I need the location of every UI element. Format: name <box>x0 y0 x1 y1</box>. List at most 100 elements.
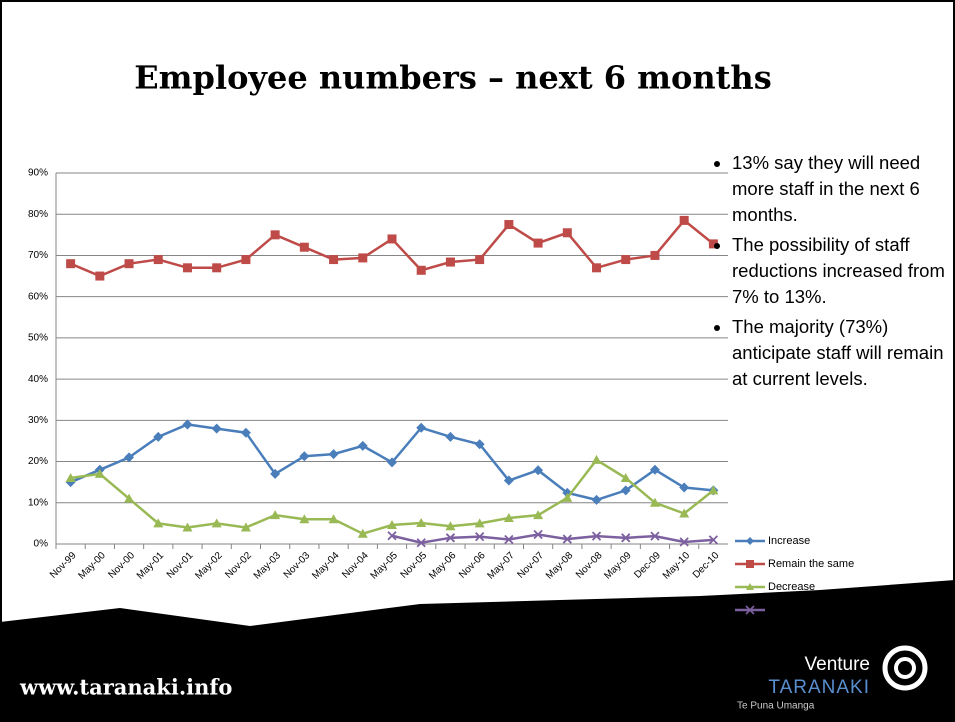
footer-url: www.taranaki.info <box>19 675 232 700</box>
legend-marker <box>745 605 755 615</box>
point <box>328 449 339 460</box>
point <box>270 468 281 479</box>
point <box>357 440 368 451</box>
point <box>445 521 456 531</box>
point <box>621 255 631 265</box>
point <box>708 485 719 495</box>
point <box>240 522 251 532</box>
legend-marker <box>746 583 754 590</box>
bullet: The possibility of staff reductions incr… <box>732 232 955 310</box>
point <box>299 242 309 252</box>
point <box>533 529 543 540</box>
point <box>649 464 660 475</box>
point <box>124 493 135 503</box>
x-tick-label: Nov-04 <box>340 550 371 581</box>
point <box>124 259 134 269</box>
point <box>503 513 514 523</box>
x-tick-label: May-03 <box>252 550 284 582</box>
point <box>65 473 76 483</box>
point <box>124 452 135 463</box>
point <box>153 431 164 442</box>
point <box>358 253 368 263</box>
point <box>240 427 251 438</box>
x-tick-label: Nov-08 <box>574 550 605 581</box>
point <box>182 263 192 273</box>
x-tick-label: May-07 <box>485 550 517 582</box>
point <box>679 482 690 493</box>
point <box>182 522 193 532</box>
legend-label: Remain the same <box>768 558 854 570</box>
point <box>679 537 689 547</box>
point <box>591 454 602 464</box>
point <box>182 419 193 430</box>
point <box>708 535 719 545</box>
y-tick-label: 50% <box>28 333 48 344</box>
point <box>650 531 660 541</box>
x-tick-label: Nov-01 <box>165 550 196 581</box>
point <box>475 255 485 265</box>
point <box>474 518 485 528</box>
point <box>211 518 222 528</box>
point <box>504 220 514 230</box>
point <box>329 255 339 265</box>
point <box>153 518 164 528</box>
point <box>211 423 222 434</box>
slide-title: Employee numbers – next 6 months <box>134 59 771 97</box>
point <box>503 475 514 486</box>
point <box>153 255 163 265</box>
bullet: 13% say they will need more staff in the… <box>732 150 955 228</box>
legend-marker <box>746 537 754 545</box>
point <box>387 520 397 530</box>
legend-label: Don't know <box>768 604 822 616</box>
point <box>95 271 105 281</box>
x-tick-label: Nov-03 <box>282 550 313 581</box>
point <box>562 534 572 544</box>
logo-mark <box>882 645 928 691</box>
point <box>241 255 251 265</box>
point <box>445 257 455 267</box>
point <box>679 215 689 225</box>
x-tick-label: May-08 <box>544 550 576 582</box>
x-tick-label: May-05 <box>369 550 401 582</box>
legend-label: Decrease <box>768 581 815 593</box>
y-tick-label: 70% <box>28 250 48 261</box>
point <box>533 238 543 248</box>
point <box>416 422 427 433</box>
point <box>533 510 544 520</box>
x-tick-label: Nov-00 <box>106 550 137 581</box>
y-tick-label: 60% <box>28 291 48 302</box>
y-tick-label: 20% <box>28 456 48 467</box>
point <box>708 239 718 249</box>
point <box>533 465 544 476</box>
footer-band <box>0 580 955 722</box>
point <box>387 531 397 541</box>
legend-marker <box>746 560 754 568</box>
point <box>357 528 368 538</box>
x-tick-label: Nov-06 <box>457 550 488 581</box>
x-tick-label: May-02 <box>193 550 225 582</box>
point <box>679 508 690 518</box>
point <box>650 250 660 260</box>
x-tick-label: Nov-02 <box>223 550 254 581</box>
point <box>212 263 222 273</box>
point <box>621 533 631 543</box>
point <box>416 538 426 548</box>
point <box>620 473 631 483</box>
point <box>591 531 602 541</box>
y-tick-label: 40% <box>28 374 48 385</box>
series-line <box>70 218 715 278</box>
point <box>591 494 602 505</box>
x-tick-label: May-00 <box>76 550 108 582</box>
x-tick-label: Dec-09 <box>632 550 663 581</box>
point <box>474 439 485 450</box>
point <box>562 228 572 238</box>
point <box>299 451 310 462</box>
bullet: The majority (73%) anticipate staff will… <box>732 314 955 392</box>
point <box>504 534 514 545</box>
point <box>270 510 281 520</box>
point <box>387 457 397 468</box>
y-tick-label: 30% <box>28 415 48 426</box>
series-line <box>391 533 714 545</box>
